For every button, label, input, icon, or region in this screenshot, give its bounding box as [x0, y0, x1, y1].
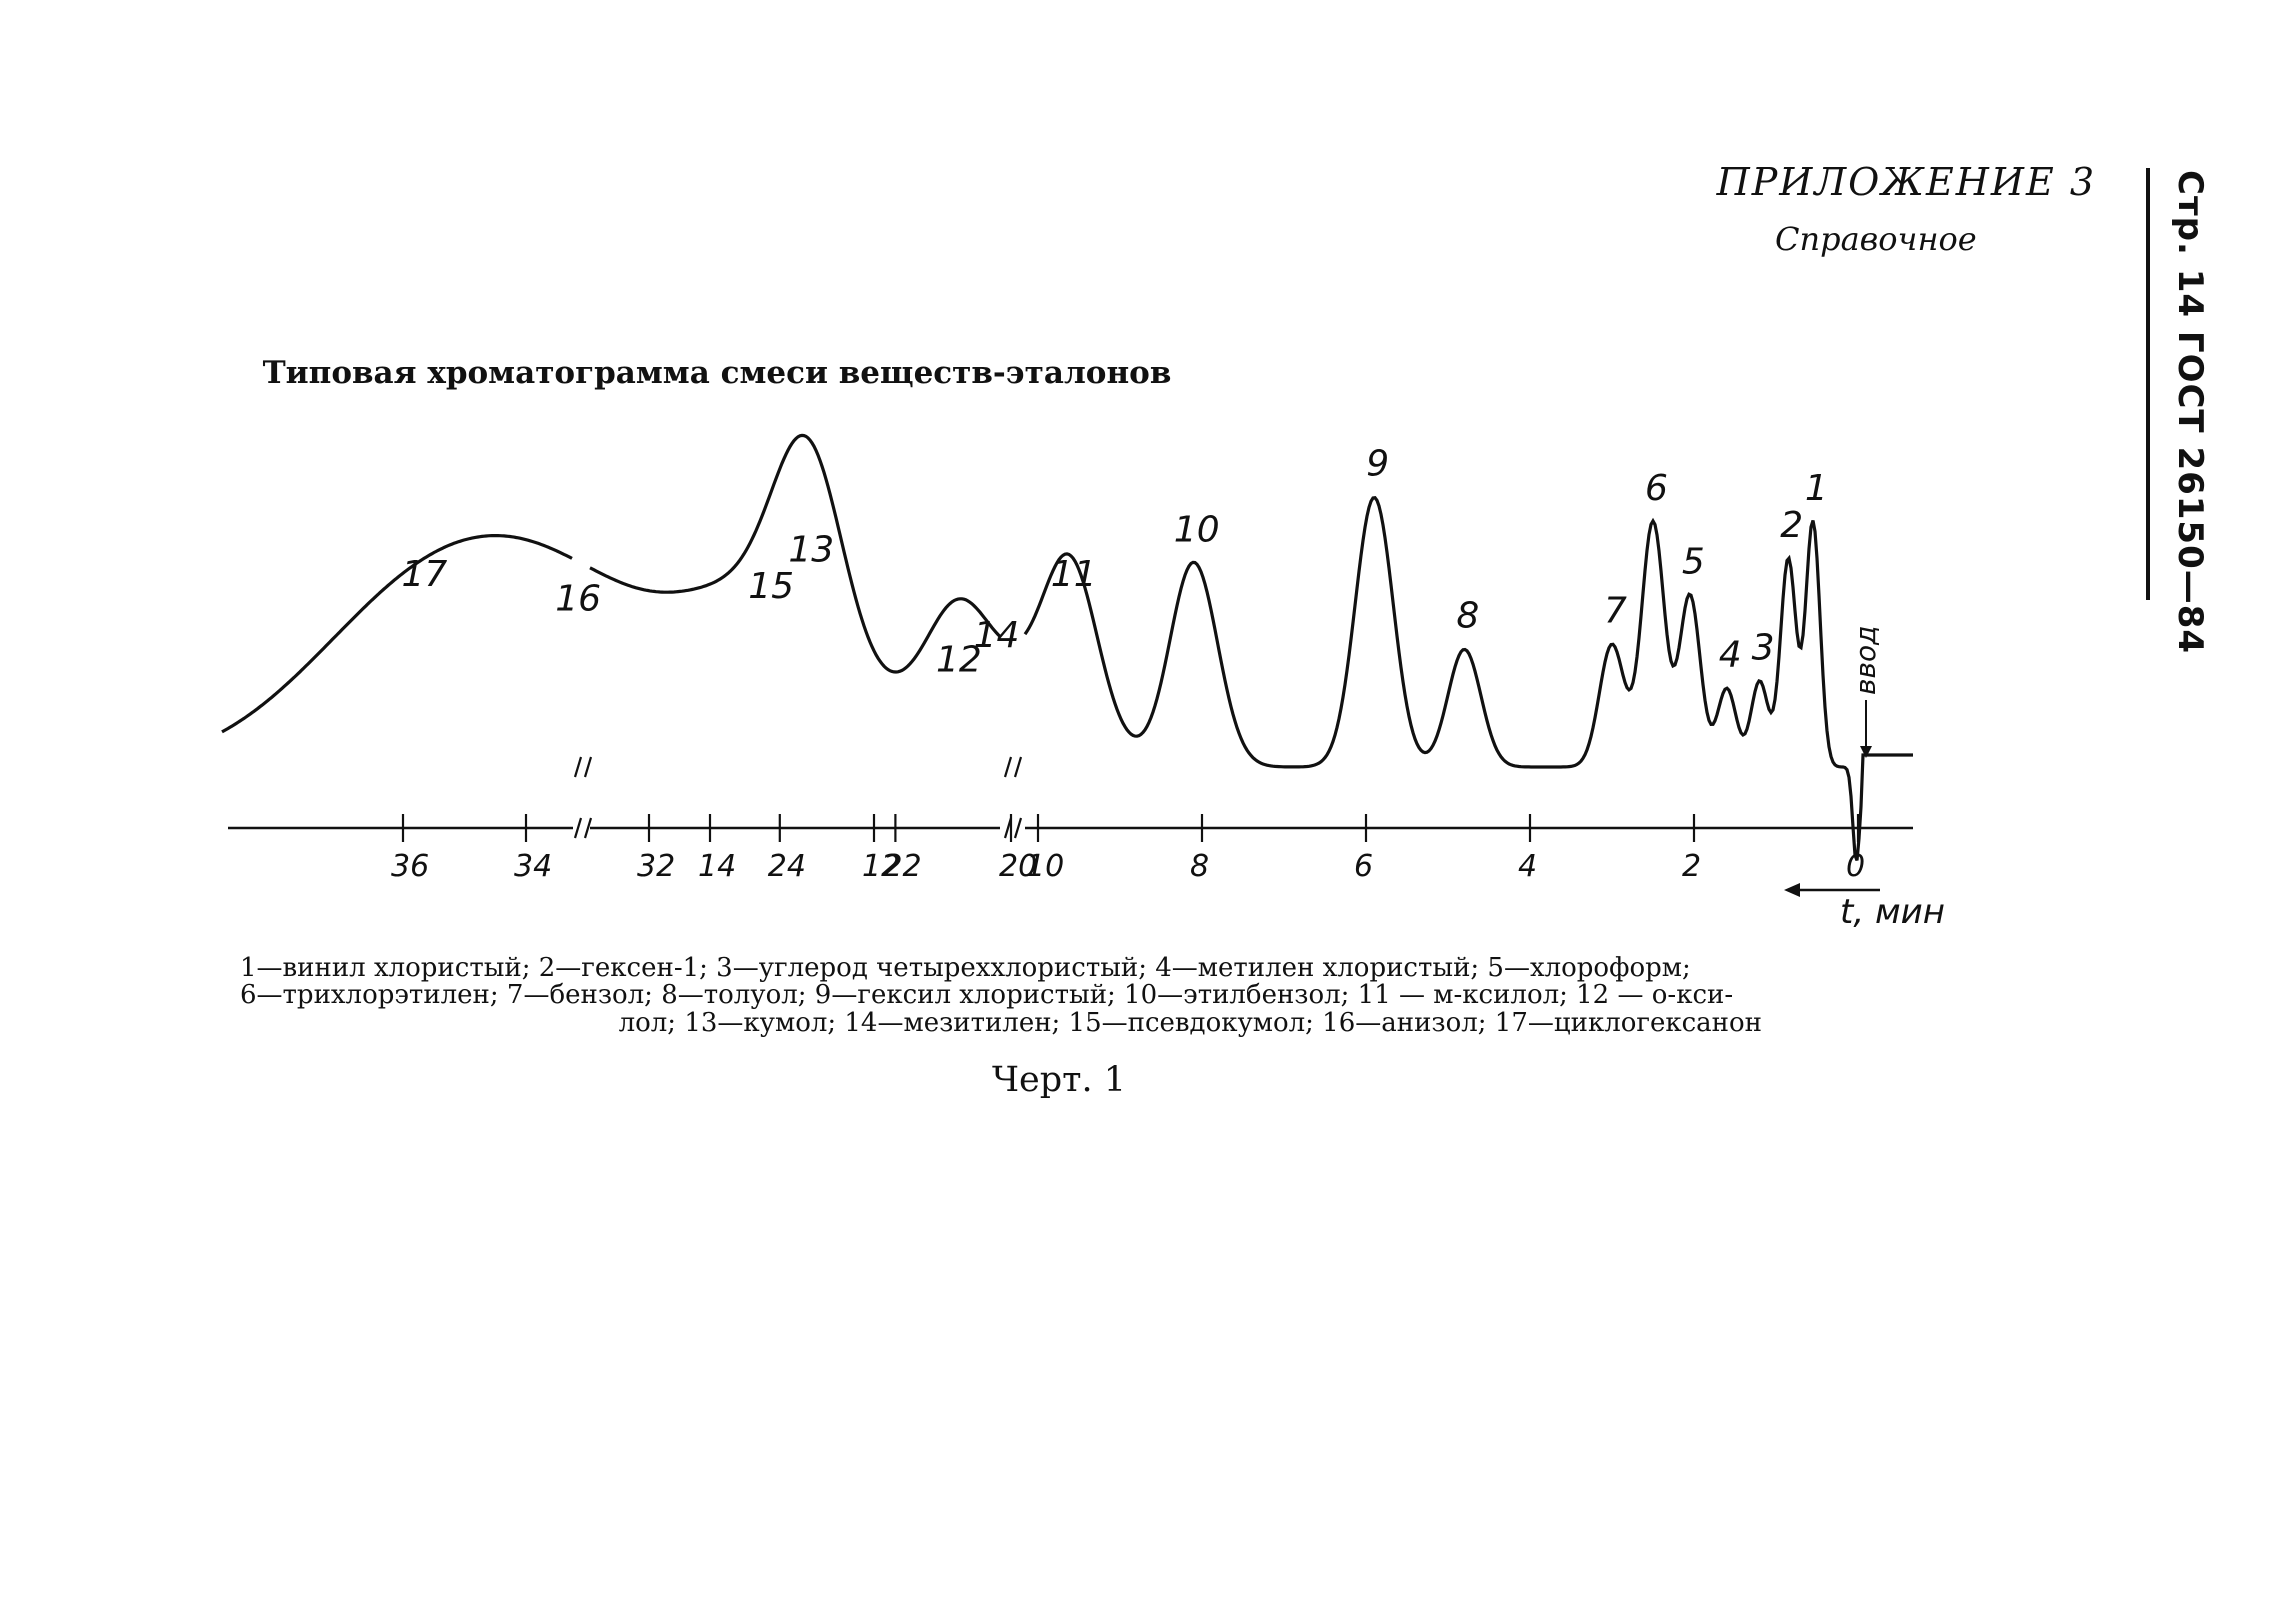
side-header: Стр. 14 ГОСТ 26150—84 — [2170, 170, 2210, 655]
peak-label: 7 — [1604, 591, 1627, 632]
legend-line-1: 1—винил хлористый; 2—гексен-1; 3—углерод… — [240, 953, 1691, 983]
chromatogram-trace-segment — [221, 533, 573, 734]
axis-break-mark — [1013, 756, 1023, 778]
peak-label: 10 — [1174, 510, 1220, 551]
injection-arrowhead — [1860, 746, 1872, 758]
chromatogram-trace-segment — [589, 433, 1002, 674]
legend: 1—винил хлористый; 2—гексен-1; 3—углерод… — [240, 953, 1860, 1038]
figure-caption: Черт. 1 — [991, 1060, 1127, 1100]
legend-line-3: лол; 13—кумол; 14—мезитилен; 15—псевдоку… — [618, 1007, 1762, 1038]
peak-label: 4 — [1719, 635, 1742, 676]
peak-label: 13 — [788, 529, 834, 570]
chromatogram-trace-group — [221, 433, 1913, 861]
peak-label: 15 — [748, 566, 794, 607]
axis-break-mark — [573, 817, 583, 839]
tick-label: 2 — [1682, 849, 1701, 884]
chart-title: Типовая хроматограмма смеси веществ-этал… — [262, 355, 1172, 391]
appendix-title: ПРИЛОЖЕНИЕ 3 — [1716, 160, 2096, 204]
axis-break-mark — [1013, 817, 1023, 839]
tick-label: 12 — [862, 849, 900, 884]
time-axis — [228, 700, 1913, 897]
peak-label: 2 — [1780, 505, 1803, 546]
time-direction-arrowhead — [1784, 883, 1800, 897]
axis-break-mark — [583, 756, 593, 778]
axis-break-mark — [1003, 756, 1013, 778]
appendix-subtitle: Справочное — [1775, 220, 1977, 258]
tick-label: 32 — [637, 849, 675, 884]
tick-label: 8 — [1190, 849, 1209, 884]
side-rule — [2146, 168, 2150, 600]
injection-label: ввод — [1849, 626, 1882, 696]
tick-label: 34 — [514, 849, 552, 884]
peak-label: 8 — [1456, 595, 1479, 636]
axis-break-mark — [573, 756, 583, 778]
tick-label: 6 — [1354, 849, 1373, 884]
legend-line-2: 6—трихлорэтилен; 7—бензол; 8—толуол; 9—г… — [240, 980, 1734, 1011]
tick-label: 4 — [1518, 849, 1537, 884]
peak-label: 17 — [401, 554, 447, 595]
peak-label: 9 — [1366, 444, 1389, 485]
peak-label: 1 — [1805, 468, 1828, 509]
x-axis-label: t, мин — [1840, 892, 1945, 932]
peak-label: 16 — [555, 578, 601, 619]
peak-label: 11 — [1051, 554, 1097, 595]
peak-label: 6 — [1645, 468, 1668, 509]
peak-label: 12 — [936, 640, 982, 681]
peak-label: 14 — [974, 615, 1020, 656]
tick-label: 36 — [391, 849, 429, 884]
tick-label: 24 — [768, 849, 806, 884]
peak-label: 5 — [1682, 542, 1705, 583]
axis-break-mark — [583, 817, 593, 839]
tick-label: 14 — [698, 849, 736, 884]
tick-label: 20 — [999, 849, 1037, 884]
chromatogram-trace-segment — [1023, 495, 1913, 861]
tick-label: 22 — [883, 849, 921, 884]
peak-label: 3 — [1752, 627, 1775, 668]
tick-label: 0 — [1846, 849, 1865, 884]
tick-label: 10 — [1026, 849, 1064, 884]
